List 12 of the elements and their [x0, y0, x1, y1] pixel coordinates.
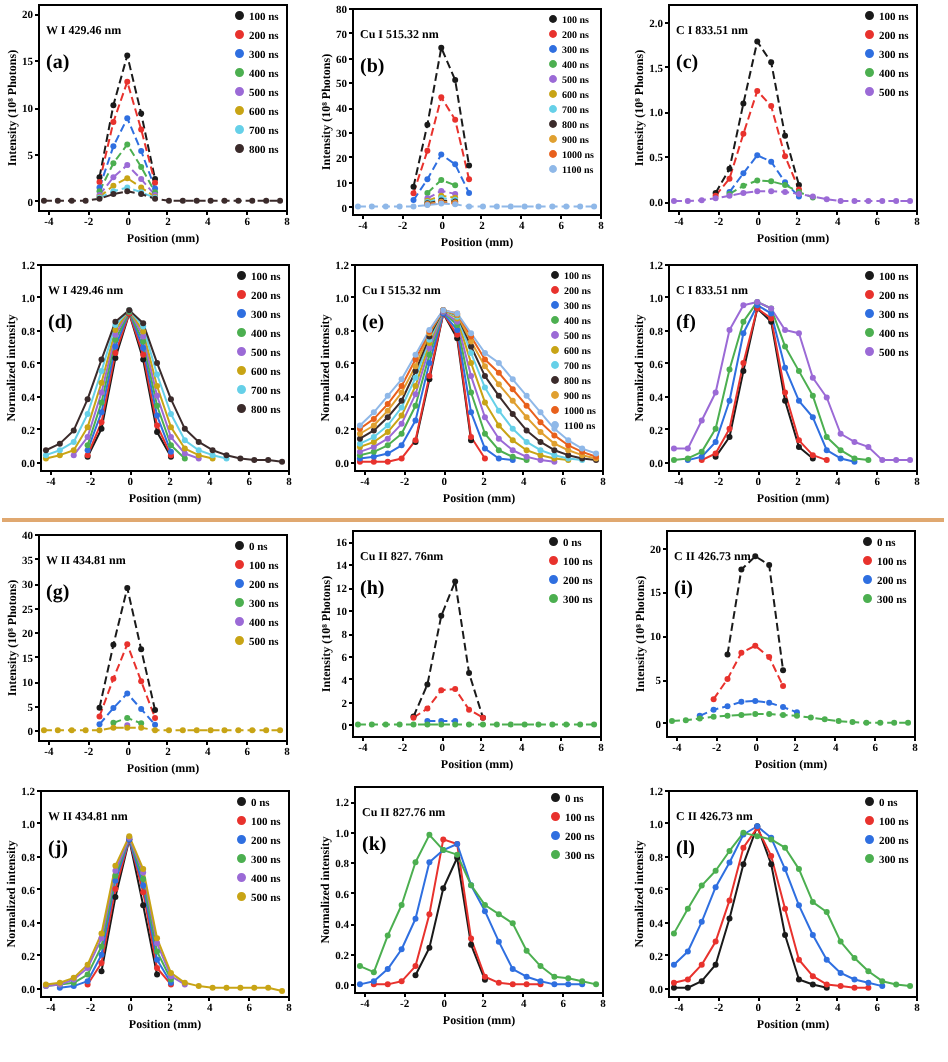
annotation: (k)	[362, 834, 387, 856]
annotation: (b)	[360, 56, 385, 78]
annotation: (d)	[48, 312, 73, 334]
annotation: (c)	[676, 52, 699, 74]
annotation: (h)	[360, 578, 385, 600]
annotation: (j)	[48, 838, 68, 860]
annotation: (e)	[362, 312, 385, 334]
annotation: (l)	[676, 838, 695, 860]
annotation: (f)	[676, 312, 696, 334]
annotation: (g)	[46, 582, 70, 604]
annotation: (a)	[46, 52, 70, 74]
annotation: (i)	[674, 578, 693, 600]
